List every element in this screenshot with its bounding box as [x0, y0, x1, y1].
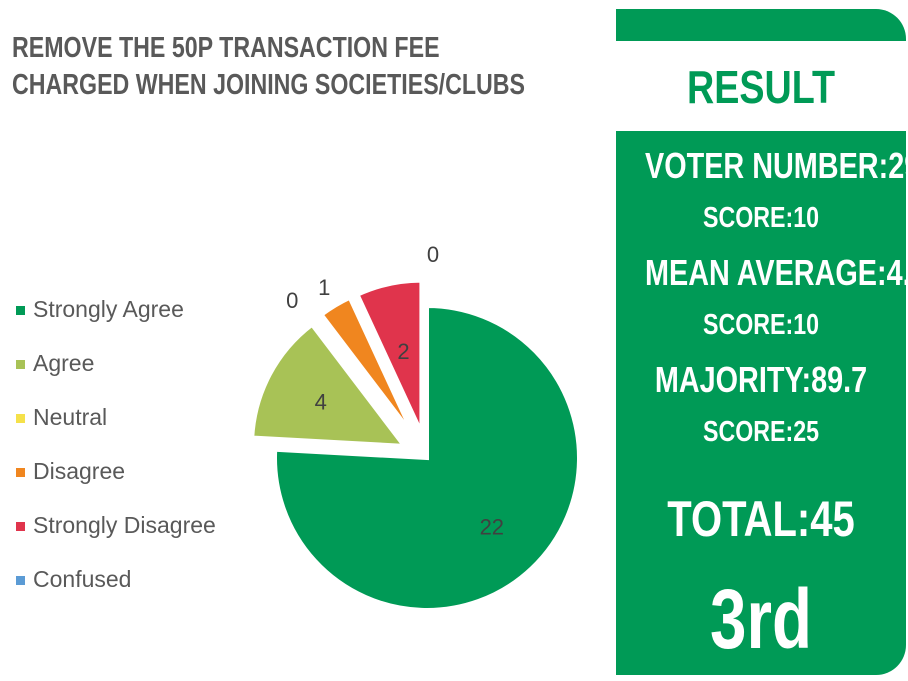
legend-swatch-agree	[16, 360, 25, 369]
legend-label-neutral: Neutral	[33, 404, 108, 430]
result-header-bar	[616, 9, 906, 41]
voter-number: VOTER NUMBER:29	[645, 145, 908, 186]
legend-label-confused: Confused	[33, 566, 132, 592]
pie-slice-strongly-agree	[273, 303, 581, 612]
pie-slice-strongly-disagree	[354, 278, 424, 434]
score-majority: SCORE:25	[702, 416, 820, 448]
mean-average: MEAN AVERAGE:4.48	[645, 252, 908, 293]
data-label-strongly-agree: 22	[480, 514, 504, 539]
score-voter: SCORE:10	[702, 202, 820, 234]
chart-title: REMOVE THE 50P TRANSACTION FEE CHARGED W…	[12, 30, 525, 104]
result-panel: VOTER NUMBER:29 SCORE:10 MEAN AVERAGE:4.…	[616, 131, 908, 675]
legend-swatch-strongly-agree	[16, 306, 25, 315]
data-label-neutral: 0	[286, 288, 298, 313]
legend-swatch-confused	[16, 576, 25, 585]
data-label-agree: 4	[315, 390, 327, 415]
result-heading: RESULT	[686, 61, 836, 113]
rank: 3rd	[710, 572, 812, 666]
legend-swatch-disagree	[16, 468, 25, 477]
title-line-2: CHARGED WHEN JOINING SOCIETIES/CLUBS	[12, 69, 526, 101]
data-label-disagree: 1	[318, 275, 330, 300]
legend-swatch-neutral	[16, 414, 25, 423]
majority: MAJORITY:89.7	[654, 359, 868, 400]
legend-label-agree: Agree	[33, 350, 95, 376]
data-label-confused: 0	[427, 242, 439, 267]
legend-label-strongly-agree: Strongly Agree	[33, 296, 184, 322]
score-mean: SCORE:10	[702, 309, 820, 341]
pie-slice-disagree	[318, 295, 416, 437]
legend-label-disagree: Disagree	[33, 458, 126, 484]
data-label-strongly-disagree: 2	[397, 339, 409, 364]
legend-label-strongly-disagree: Strongly Disagree	[33, 512, 216, 538]
title-line-1: REMOVE THE 50P TRANSACTION FEE	[12, 32, 440, 64]
pie-slice-agree	[250, 322, 409, 449]
legend-swatch-strongly-disagree	[16, 522, 25, 531]
total-score: TOTAL:45	[667, 491, 855, 547]
